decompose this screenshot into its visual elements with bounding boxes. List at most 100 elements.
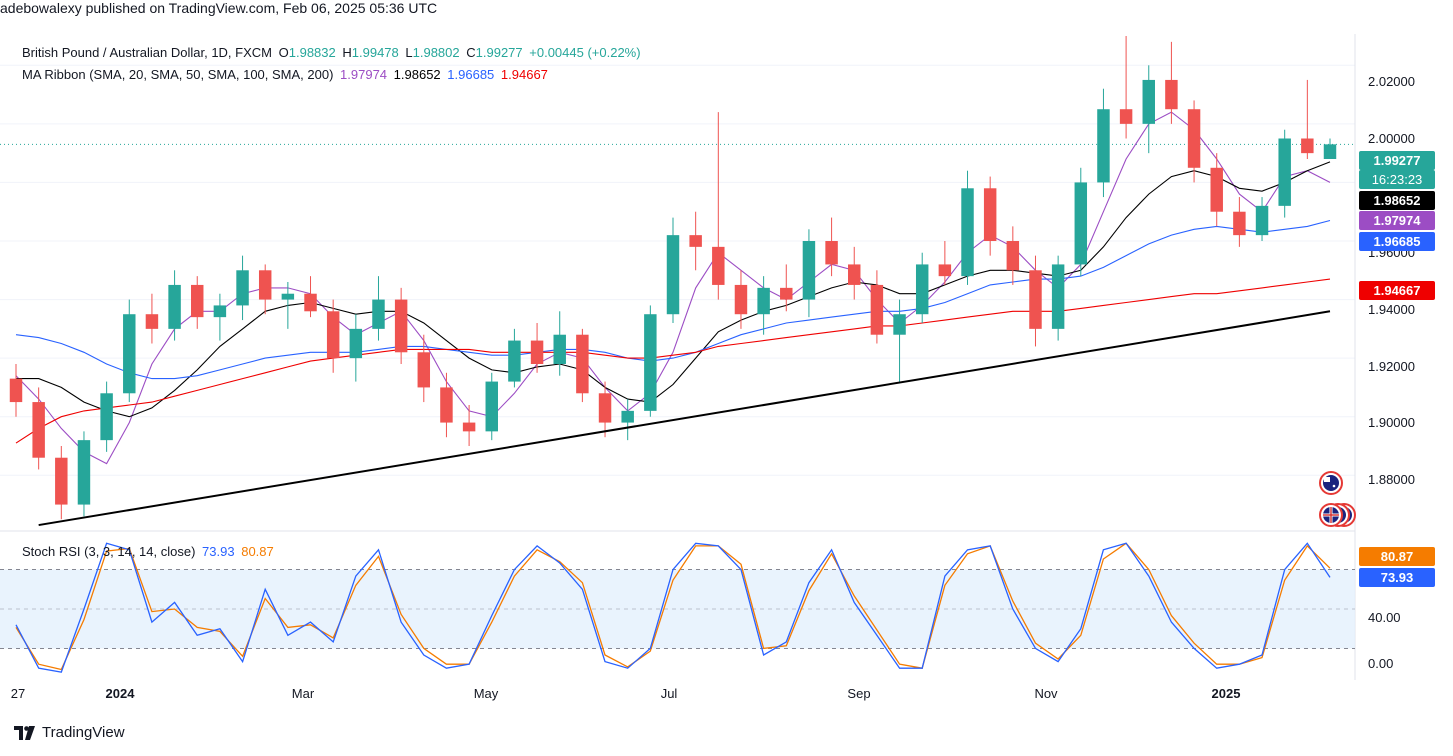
candle-body — [780, 287, 793, 300]
candle-body — [848, 264, 861, 285]
candle-body — [983, 188, 997, 241]
candle-body — [1301, 138, 1314, 154]
ma100-value: 1.96685 — [447, 67, 495, 82]
candle-body — [598, 393, 612, 423]
xtick-label: Jul — [660, 686, 678, 701]
stoch-rsi-lines — [15, 542, 1331, 673]
ytick-label: 1.92000 — [1368, 359, 1415, 374]
candle-body — [1187, 109, 1201, 168]
candle-body — [553, 334, 566, 364]
candles-group — [9, 36, 1337, 520]
candle-body — [462, 422, 476, 432]
candle-body — [213, 305, 227, 318]
candle-body — [281, 293, 295, 300]
candle-body — [1097, 109, 1110, 183]
candle-body — [1029, 270, 1042, 329]
candle-body — [258, 270, 272, 300]
candle-body — [372, 299, 385, 329]
ma200-value: 1.94667 — [500, 67, 548, 82]
candle-body — [394, 299, 408, 353]
candle-body — [530, 340, 544, 364]
candle-body — [689, 235, 702, 247]
australia-flag-icon-star — [1332, 484, 1336, 488]
candle-body — [1210, 167, 1223, 212]
candle-body — [870, 284, 884, 335]
candle-body — [1006, 241, 1020, 271]
ma50-price-tag: 1.98652 — [1359, 191, 1435, 210]
xtick-label: 2025 — [1211, 686, 1241, 701]
candle-body — [77, 440, 91, 505]
open-value: 1.98832 — [288, 45, 336, 60]
ma-ribbon-lines — [15, 111, 1331, 465]
candle-body — [666, 235, 680, 315]
candle-body — [961, 188, 974, 277]
candle-body — [825, 241, 838, 265]
ma50-value: 1.98652 — [393, 67, 441, 82]
ma-ribbon-legend: MA Ribbon (SMA, 20, SMA, 50, SMA, 100, S… — [22, 67, 551, 82]
candle-body — [123, 314, 136, 394]
candle-body — [236, 270, 249, 306]
ytick-label: 1.90000 — [1368, 415, 1415, 430]
candle-body — [893, 314, 906, 335]
candle-body — [734, 284, 748, 315]
ytick-label: 2.02000 — [1368, 74, 1415, 89]
last-price-tag: 1.99277 — [1359, 151, 1435, 170]
stoch-d-tag: 80.87 — [1359, 547, 1435, 566]
stoch-k-line — [15, 542, 1331, 673]
change-value: +0.00445 (+0.22%) — [529, 45, 641, 60]
candle-body — [915, 264, 929, 315]
candle-body — [485, 381, 498, 432]
candle-body — [1323, 144, 1337, 159]
stoch-d-line — [15, 542, 1331, 671]
ma100-line — [15, 219, 1331, 380]
candle-body — [576, 334, 589, 394]
candle-body — [191, 284, 204, 318]
xtick-label: May — [473, 686, 499, 701]
stoch-label: Stoch RSI (3, 3, 14, 14, close) — [22, 544, 196, 559]
stoch-ytick-label: 0.00 — [1368, 656, 1394, 671]
stoch-band-fill — [0, 569, 1355, 649]
candle-body — [1074, 182, 1088, 265]
stoch-pane-background — [0, 569, 1355, 649]
candle-body — [1119, 109, 1133, 124]
candle-body — [349, 328, 363, 359]
ma50-line — [16, 161, 1331, 418]
footer-brand[interactable]: TradingView — [14, 724, 125, 741]
low-value: 1.98802 — [412, 45, 460, 60]
candle-body — [304, 293, 317, 312]
ma200-price-tag: 1.94667 — [1359, 281, 1435, 300]
candle-body — [644, 314, 657, 411]
candle-body — [621, 410, 634, 423]
candle-body — [168, 284, 181, 329]
stoch-k-tag: 73.93 — [1359, 568, 1435, 587]
stoch-ytick-label: 40.00 — [1368, 610, 1401, 625]
high-value: 1.99478 — [351, 45, 399, 60]
xtick-label: 2024 — [105, 686, 135, 701]
australia-flag-icon-canton — [1324, 477, 1330, 482]
candle-body — [55, 457, 68, 505]
open-label: O — [278, 45, 289, 60]
close-label: C — [466, 45, 476, 60]
stoch-k-value: 73.93 — [202, 544, 235, 559]
stoch-d-value: 80.87 — [241, 544, 274, 559]
ma-ribbon-label: MA Ribbon (SMA, 20, SMA, 50, SMA, 100, S… — [22, 67, 334, 82]
axis-flag-icons — [1319, 471, 1356, 527]
publisher-line: adebowalexy published on TradingView.com… — [0, 0, 438, 16]
ytick-label: 2.00000 — [1368, 131, 1415, 146]
xtick-label: Nov — [1034, 686, 1058, 701]
candle-body — [712, 246, 725, 285]
ma20-value: 1.97974 — [340, 67, 388, 82]
trendline-group — [38, 310, 1331, 527]
ma20-line — [15, 111, 1331, 465]
uk-flag-icon — [1319, 503, 1343, 527]
ma100-price-tag: 1.96685 — [1359, 232, 1435, 251]
candle-body — [417, 352, 431, 388]
candle-body — [1051, 264, 1065, 329]
xtick-label: Mar — [291, 686, 315, 701]
brand-name: TradingView — [42, 724, 125, 741]
support-trendline — [38, 310, 1331, 527]
close-value: 1.99277 — [475, 45, 523, 60]
high-label: H — [342, 45, 352, 60]
candle-body — [9, 378, 23, 403]
